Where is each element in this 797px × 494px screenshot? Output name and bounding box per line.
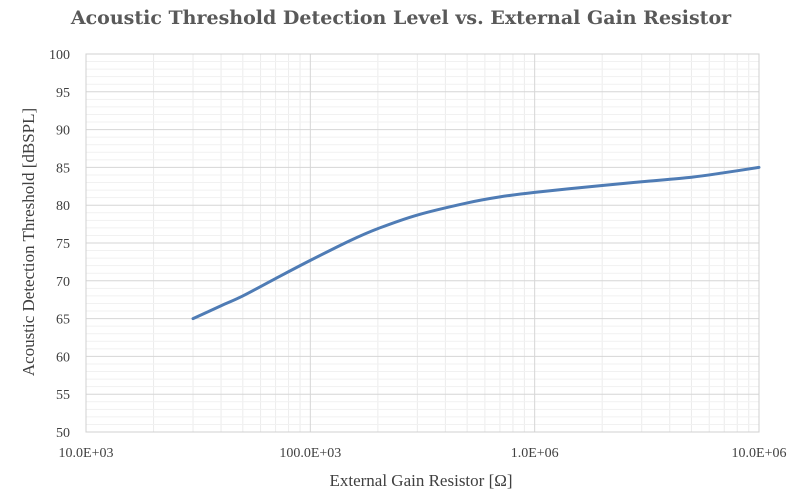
plot-area — [85, 53, 760, 433]
y-tick-label: 75 — [56, 237, 70, 252]
x-tick-label: 100.0E+03 — [279, 446, 341, 461]
y-tick-label: 65 — [56, 313, 70, 328]
y-tick-label: 70 — [56, 275, 70, 290]
x-axis-title: External Gain Resistor [Ω] — [329, 471, 512, 490]
series-line — [191, 165, 761, 321]
chart-title: Acoustic Threshold Detection Level vs. E… — [70, 7, 732, 29]
series-layer — [191, 165, 761, 321]
y-tick-label: 90 — [56, 124, 70, 139]
x-tick-label: 1.0E+06 — [511, 446, 559, 461]
y-axis-title: Acoustic Detection Threshold [dBSPL] — [19, 108, 38, 376]
y-tick-label: 95 — [56, 86, 70, 101]
y-tick-label: 50 — [56, 426, 70, 441]
x-tick-label: 10.0E+06 — [732, 446, 787, 461]
y-tick-label: 55 — [56, 388, 70, 403]
x-tick-label: 10.0E+03 — [59, 446, 114, 461]
y-tick-label: 85 — [56, 161, 70, 176]
y-axis-tick-labels: 50 55 60 65 70 75 80 85 90 95 100 — [49, 48, 70, 441]
y-tick-label: 100 — [49, 48, 70, 63]
y-tick-label: 80 — [56, 199, 70, 214]
x-axis-tick-labels: 10.0E+03 100.0E+03 1.0E+06 10.0E+06 — [59, 446, 787, 461]
y-tick-label: 60 — [56, 350, 70, 365]
